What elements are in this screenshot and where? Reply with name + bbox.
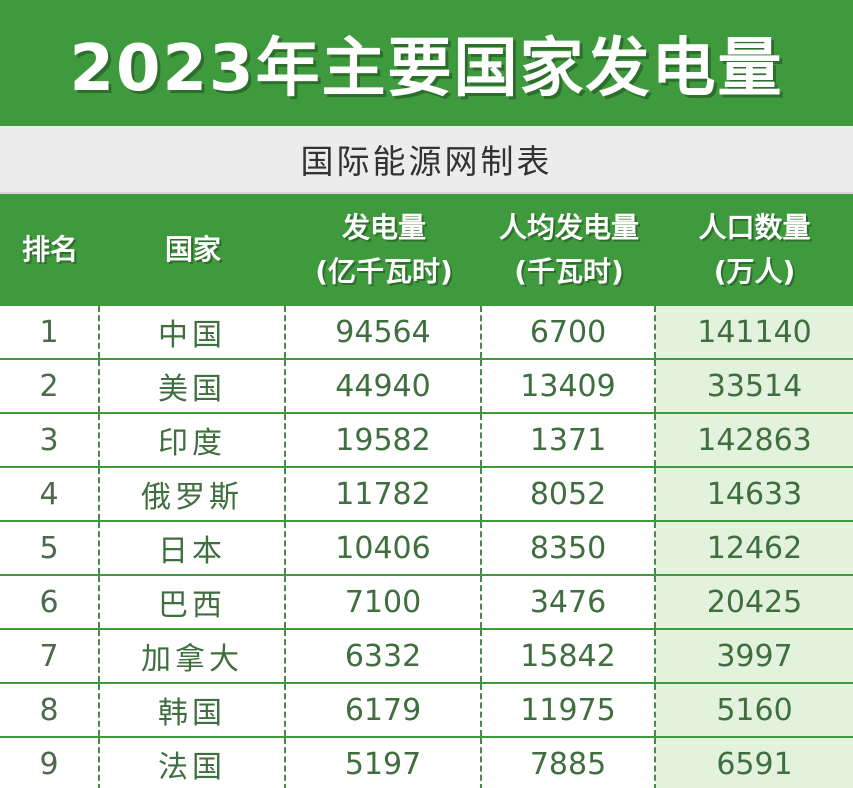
cell-generation: 5197 [286, 738, 482, 788]
cell-generation: 94564 [286, 306, 482, 358]
cell-country: 加拿大 [100, 630, 286, 682]
cell-rank: 5 [0, 522, 100, 574]
table-row: 6 巴西 7100 3476 20425 [0, 576, 853, 630]
table-row: 2 美国 44940 13409 33514 [0, 360, 853, 414]
cell-generation: 6179 [286, 684, 482, 736]
cell-per-capita: 6700 [482, 306, 656, 358]
cell-per-capita: 11975 [482, 684, 656, 736]
cell-rank: 1 [0, 306, 100, 358]
table-row: 8 韩国 6179 11975 5160 [0, 684, 853, 738]
header-per-capita-unit: (千瓦时) [514, 255, 624, 288]
cell-per-capita: 3476 [482, 576, 656, 628]
header-per-capita-label: 人均发电量 [498, 211, 639, 244]
table-body: 1 中国 94564 6700 141140 2 美国 44940 13409 … [0, 306, 853, 788]
cell-per-capita: 13409 [482, 360, 656, 412]
table-row: 4 俄罗斯 11782 8052 14633 [0, 468, 853, 522]
cell-population: 14633 [656, 468, 853, 520]
cell-population: 5160 [656, 684, 853, 736]
table-row: 9 法国 5197 7885 6591 [0, 738, 853, 788]
cell-population: 141140 [656, 306, 853, 358]
cell-country: 俄罗斯 [100, 468, 286, 520]
cell-generation: 7100 [286, 576, 482, 628]
table-row: 7 加拿大 6332 15842 3997 [0, 630, 853, 684]
page-title: 2023年主要国家发电量 [69, 32, 784, 106]
cell-rank: 9 [0, 738, 100, 788]
table-row: 1 中国 94564 6700 141140 [0, 306, 853, 360]
header-per-capita: 人均发电量 (千瓦时) [482, 194, 656, 306]
cell-country: 韩国 [100, 684, 286, 736]
title-bar: 2023年主要国家发电量 [0, 0, 853, 126]
cell-per-capita: 7885 [482, 738, 656, 788]
cell-per-capita: 8052 [482, 468, 656, 520]
header-population-unit: (万人) [713, 255, 796, 288]
cell-per-capita: 1371 [482, 414, 656, 466]
cell-per-capita: 15842 [482, 630, 656, 682]
cell-rank: 6 [0, 576, 100, 628]
header-rank-label: 排名 [21, 233, 78, 266]
cell-population: 12462 [656, 522, 853, 574]
cell-country: 美国 [100, 360, 286, 412]
header-generation: 发电量 (亿千瓦时) [286, 194, 482, 306]
cell-rank: 8 [0, 684, 100, 736]
header-population: 人口数量 (万人) [656, 194, 853, 306]
page-subtitle: 国际能源网制表 [300, 142, 553, 181]
cell-rank: 4 [0, 468, 100, 520]
cell-country: 巴西 [100, 576, 286, 628]
header-rank: 排名 [0, 194, 100, 306]
table-row: 5 日本 10406 8350 12462 [0, 522, 853, 576]
table-row: 3 印度 19582 1371 142863 [0, 414, 853, 468]
header-country-label: 国家 [164, 233, 221, 266]
table-header: 排名 国家 发电量 (亿千瓦时) 人均发电量 (千瓦时) 人口数量 (万人) [0, 194, 853, 306]
cell-population: 6591 [656, 738, 853, 788]
cell-rank: 7 [0, 630, 100, 682]
cell-rank: 2 [0, 360, 100, 412]
header-generation-label: 发电量 [341, 211, 426, 244]
cell-population: 20425 [656, 576, 853, 628]
header-generation-unit: (亿千瓦时) [315, 255, 453, 288]
header-country: 国家 [100, 194, 286, 306]
cell-country: 法国 [100, 738, 286, 788]
cell-country: 印度 [100, 414, 286, 466]
cell-population: 33514 [656, 360, 853, 412]
cell-generation: 11782 [286, 468, 482, 520]
cell-country: 中国 [100, 306, 286, 358]
subtitle-bar: 国际能源网制表 [0, 126, 853, 194]
cell-generation: 6332 [286, 630, 482, 682]
cell-per-capita: 8350 [482, 522, 656, 574]
cell-generation: 10406 [286, 522, 482, 574]
cell-country: 日本 [100, 522, 286, 574]
header-population-label: 人口数量 [698, 211, 811, 244]
cell-rank: 3 [0, 414, 100, 466]
cell-population: 142863 [656, 414, 853, 466]
cell-population: 3997 [656, 630, 853, 682]
cell-generation: 19582 [286, 414, 482, 466]
cell-generation: 44940 [286, 360, 482, 412]
